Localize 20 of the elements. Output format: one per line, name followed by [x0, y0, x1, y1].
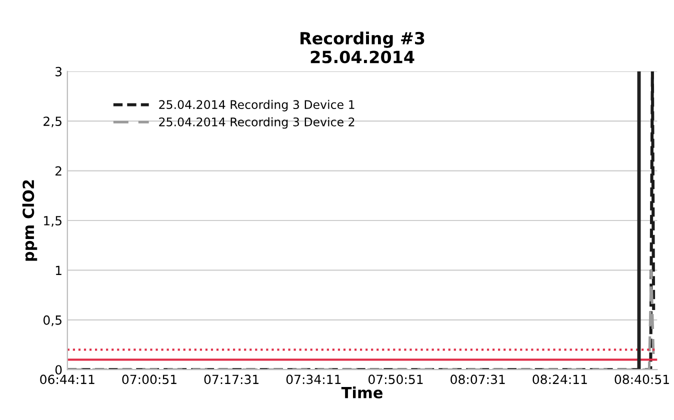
x-tick-label: 07:34:11 [286, 374, 341, 384]
x-tick-label: 08:24:11 [532, 374, 587, 384]
y-tick-label: 2 [56, 166, 62, 176]
x-tick-label: 07:50:51 [368, 374, 423, 384]
legend-label: 25.04.2014 Recording 3 Device 1 [159, 100, 354, 112]
x-tick-label: 07:00:51 [122, 374, 176, 384]
x-axis-title: Time [341, 386, 383, 398]
legend-label: 25.04.2014 Recording 3 Device 2 [159, 117, 354, 129]
x-tick-label: 07:17:31 [204, 374, 258, 384]
y-tick-label: 2,5 [44, 116, 62, 128]
y-tick-label: 3 [56, 66, 62, 76]
y-tick-label: 1,5 [44, 216, 62, 227]
y-tick-label: 1 [56, 266, 62, 275]
x-tick-label: 08:40:51 [614, 374, 669, 384]
chart-title: Recording #3 25.04.2014 [300, 32, 424, 64]
y-axis-title: ppm ClO2 [22, 180, 38, 261]
y-tick-label: 0 [55, 365, 62, 375]
x-tick-label: 06:44:11 [40, 374, 94, 384]
y-tick-label: 0,5 [43, 315, 62, 326]
x-tick-label: 08:07:31 [450, 374, 505, 384]
